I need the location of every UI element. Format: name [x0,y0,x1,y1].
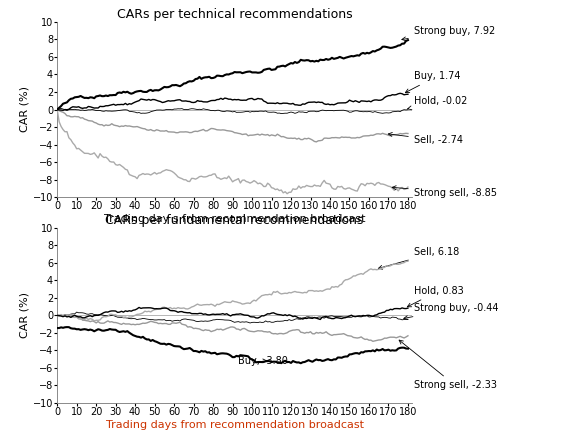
Y-axis label: CAR (%): CAR (%) [20,292,30,339]
Y-axis label: CAR (%): CAR (%) [20,86,30,133]
Title: CARs per technical recommendations: CARs per technical recommendations [117,8,352,21]
Text: Sell, -2.74: Sell, -2.74 [388,133,463,145]
Text: Hold, 0.83: Hold, 0.83 [407,286,463,307]
Text: Sell, 6.18: Sell, 6.18 [379,247,459,269]
X-axis label: Trading days from recommendation broadcast: Trading days from recommendation broadca… [105,420,364,430]
Text: Strong sell, -2.33: Strong sell, -2.33 [399,340,497,390]
Text: Buy, -3.80: Buy, -3.80 [239,356,288,366]
X-axis label: Trading day s from recommendation broadcast: Trading day s from recommendation broadc… [104,214,366,224]
Title: CARs per fundamental recommendations: CARs per fundamental recommendations [105,214,364,226]
Text: Strong buy, -0.44: Strong buy, -0.44 [404,304,498,320]
Text: Buy, 1.74: Buy, 1.74 [406,71,460,92]
Text: Strong buy, 7.92: Strong buy, 7.92 [402,26,495,41]
Text: Strong sell, -8.85: Strong sell, -8.85 [392,186,497,198]
Text: Hold, -0.02: Hold, -0.02 [408,96,467,110]
